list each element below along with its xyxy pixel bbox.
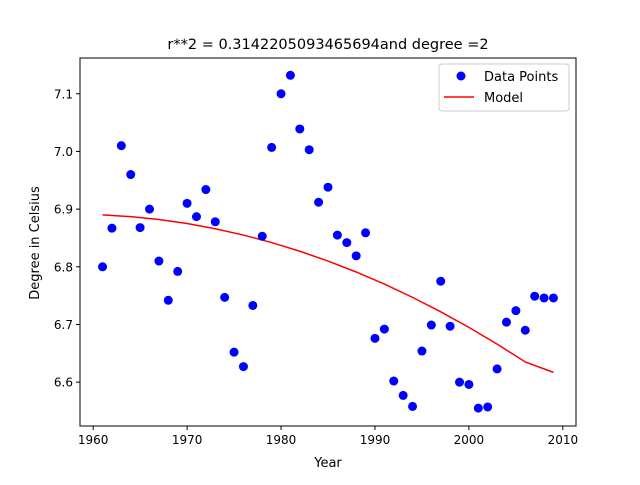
data-point xyxy=(445,321,455,331)
data-point xyxy=(248,300,258,310)
legend-frame xyxy=(438,63,570,112)
data-point xyxy=(483,402,493,412)
data-point xyxy=(238,362,248,372)
data-point xyxy=(539,293,549,303)
data-point xyxy=(426,320,436,330)
model-line xyxy=(102,214,554,374)
data-point xyxy=(389,376,399,386)
legend-data-points-label: Data Points xyxy=(484,70,558,85)
y-tick-label: 6.9 xyxy=(54,203,73,217)
y-axis-label: Degree in Celsius xyxy=(28,186,43,300)
y-tick-label: 7.1 xyxy=(54,87,73,101)
legend-model-label: Model xyxy=(484,91,523,106)
data-point xyxy=(361,228,371,238)
x-tick-label: 1970 xyxy=(172,433,203,447)
x-tick-label: 2000 xyxy=(454,433,485,447)
x-tick-label: 1980 xyxy=(266,433,297,447)
data-point xyxy=(145,204,155,214)
data-point xyxy=(370,333,380,343)
x-tick-label: 1960 xyxy=(78,433,109,447)
legend-data-points-marker xyxy=(456,71,466,81)
data-point xyxy=(267,142,277,152)
chart-title: r**2 = 0.3142205093465694and degree =2 xyxy=(167,37,488,53)
data-point xyxy=(285,70,295,80)
data-point xyxy=(323,182,333,192)
data-point xyxy=(436,276,446,286)
y-tick-label: 6.7 xyxy=(54,318,73,332)
data-point xyxy=(417,346,427,356)
data-point xyxy=(182,198,192,208)
data-point xyxy=(135,223,145,233)
data-point xyxy=(530,291,540,301)
data-point xyxy=(163,295,173,305)
data-point xyxy=(210,217,220,227)
data-point xyxy=(173,266,183,276)
data-point xyxy=(116,141,126,151)
data-point xyxy=(501,317,511,327)
data-point xyxy=(379,324,389,334)
data-point xyxy=(314,197,324,207)
data-point xyxy=(548,293,558,303)
y-tick-label: 6.8 xyxy=(54,260,73,274)
data-point xyxy=(351,251,361,261)
data-point xyxy=(154,256,164,266)
y-tick-label: 6.6 xyxy=(54,376,73,390)
x-axis-label: Year xyxy=(313,456,342,471)
data-point xyxy=(191,212,201,222)
y-tick-label: 7.0 xyxy=(54,145,73,159)
x-tick-label: 1990 xyxy=(360,433,391,447)
axes-frame xyxy=(79,57,577,427)
data-point xyxy=(492,364,502,374)
data-point xyxy=(220,292,230,302)
data-point xyxy=(455,377,465,387)
data-point xyxy=(408,401,418,411)
data-point xyxy=(342,238,352,248)
data-point xyxy=(98,262,108,272)
data-point xyxy=(107,223,117,233)
data-point xyxy=(276,89,286,99)
x-tick-label: 2010 xyxy=(548,433,579,447)
data-point xyxy=(464,379,474,389)
legend: Data Points Model xyxy=(438,63,570,112)
data-point xyxy=(257,231,267,241)
data-point xyxy=(201,185,211,195)
data-point xyxy=(126,170,136,180)
data-point xyxy=(295,124,305,134)
data-point xyxy=(332,230,342,240)
data-point xyxy=(398,390,408,400)
plot-area: 1960 1970 1980 1990 2000 2010 6.6 6.7 6.8 6.9 7.0 7… xyxy=(54,57,579,447)
data-point xyxy=(473,403,483,413)
data-point xyxy=(511,306,521,316)
data-point xyxy=(229,347,239,357)
data-point xyxy=(520,325,530,335)
data-point xyxy=(304,145,314,155)
